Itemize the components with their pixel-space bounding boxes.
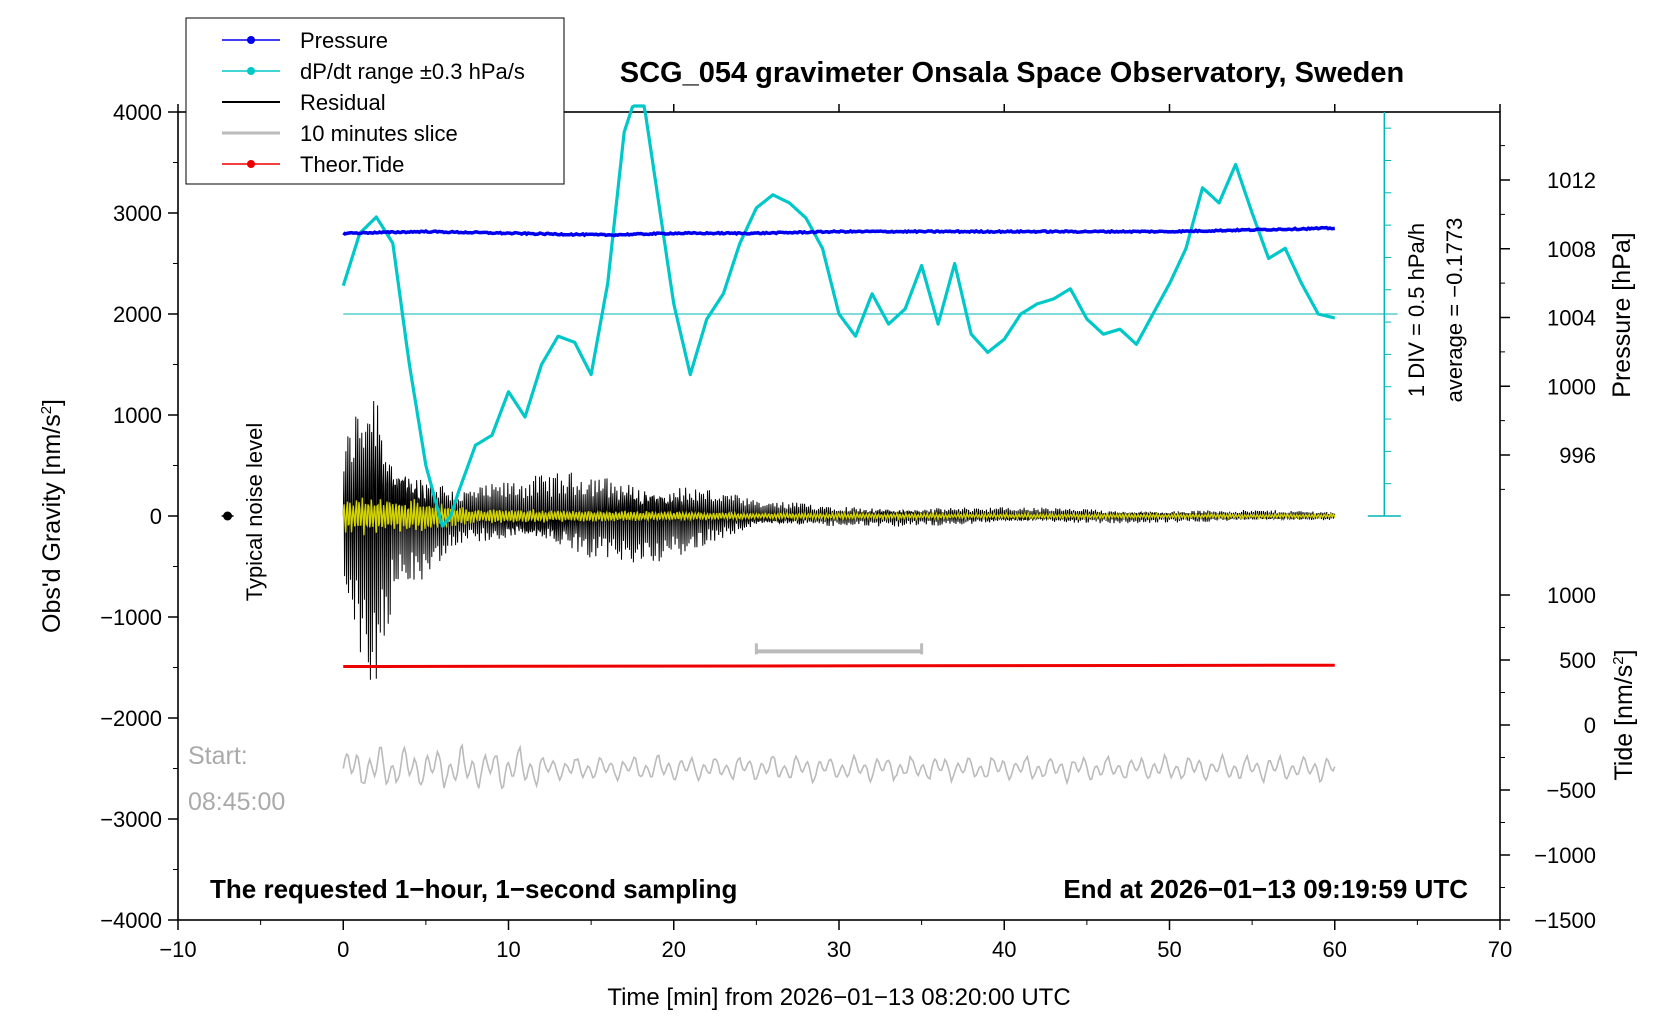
y-tick-label: 4000 bbox=[113, 100, 162, 125]
tide-tick-label: 500 bbox=[1559, 648, 1596, 673]
tide-axis-ticks: 1000 500 0 −500 −1000 −1500 bbox=[1500, 583, 1596, 933]
legend-label-tide: Theor.Tide bbox=[300, 152, 404, 177]
noise-level-point bbox=[223, 511, 233, 521]
theoretical-tide-line bbox=[343, 663, 1335, 668]
tide-axis-label: Tide [nm/s2] bbox=[1610, 649, 1638, 780]
y-tick-label: 3000 bbox=[113, 201, 162, 226]
sampling-note: The requested 1−hour, 1−second sampling bbox=[210, 874, 737, 904]
x-tick-label: 10 bbox=[496, 937, 520, 962]
dpdt-line bbox=[341, 104, 1336, 528]
y-tick-label: −3000 bbox=[100, 807, 162, 832]
tide-tick-label: 0 bbox=[1584, 713, 1596, 738]
tide-tick-label: −1000 bbox=[1534, 843, 1596, 868]
x-tick-label: 70 bbox=[1488, 937, 1512, 962]
pressure-axis-ticks: 1012 1008 1004 1000 996 bbox=[1500, 145, 1596, 490]
chart-title: SCG_054 gravimeter Onsala Space Observat… bbox=[620, 57, 1404, 89]
residual-filtered-line bbox=[342, 497, 1336, 536]
start-time-label: 08:45:00 bbox=[188, 788, 285, 816]
pressure-tick-label: 1004 bbox=[1547, 306, 1596, 331]
x-tick-label: 50 bbox=[1157, 937, 1181, 962]
y-axis-ticks-left: 4000 3000 2000 1000 0 −1000 −2000 −3000 −4000 bbox=[100, 100, 178, 933]
x-tick-label: 20 bbox=[662, 937, 686, 962]
y-axis-label-left-sup: 2 bbox=[38, 406, 55, 414]
legend-marker-dpdt bbox=[247, 67, 255, 75]
pressure-tick-label: 1008 bbox=[1547, 237, 1596, 262]
tide-axis-label-sup: 2 bbox=[1610, 656, 1627, 664]
residual-line bbox=[342, 400, 1336, 680]
y-tick-label: −4000 bbox=[100, 908, 162, 933]
x-axis-label: Time [min] from 2026−01−13 08:20:00 UTC bbox=[607, 984, 1070, 1011]
x-tick-label: −10 bbox=[159, 937, 196, 962]
pressure-axis-label: Pressure [hPa] bbox=[1608, 232, 1636, 397]
x-tick-label: 40 bbox=[992, 937, 1016, 962]
y-axis-label-left: Obs'd Gravity [nm/s2] bbox=[38, 399, 66, 633]
pressure-tick-label: 1000 bbox=[1547, 374, 1596, 399]
y-axis-label-left-end: ] bbox=[38, 399, 66, 406]
tide-tick-label: 1000 bbox=[1547, 583, 1596, 608]
end-time-note: End at 2026−01−13 09:19:59 UTC bbox=[1063, 874, 1468, 904]
tide-axis-label-end: ] bbox=[1610, 649, 1638, 656]
x-tick-label: 30 bbox=[827, 937, 851, 962]
legend-label-slice: 10 minutes slice bbox=[300, 121, 458, 146]
x-axis-ticks: −10 0 10 20 30 40 50 60 70 bbox=[159, 104, 1512, 962]
legend-label-pressure: Pressure bbox=[300, 28, 388, 53]
pressure-tick-label: 1012 bbox=[1547, 168, 1596, 193]
legend: Pressure dP/dt range ±0.3 hPa/s Residual… bbox=[185, 17, 565, 185]
y-tick-label: 1000 bbox=[113, 403, 162, 428]
tide-axis-label-main: Tide [nm/s bbox=[1610, 665, 1638, 781]
ten-minute-slice-line bbox=[342, 743, 1336, 790]
x-tick-label: 60 bbox=[1323, 937, 1347, 962]
y-tick-label: 2000 bbox=[113, 302, 162, 327]
tide-tick-label: −1500 bbox=[1534, 908, 1596, 933]
start-label: Start: bbox=[188, 742, 248, 770]
noise-level-label: Typical noise level bbox=[242, 423, 267, 602]
legend-marker-pressure bbox=[247, 36, 255, 44]
legend-marker-tide bbox=[247, 160, 255, 168]
dpdt-div-label: 1 DIV = 0.5 hPa/h bbox=[1404, 223, 1429, 397]
dpdt-average-label: average = −0.1773 bbox=[1442, 218, 1467, 403]
pressure-line bbox=[342, 225, 1336, 238]
legend-label-dpdt: dP/dt range ±0.3 hPa/s bbox=[300, 59, 525, 84]
y-tick-label: 0 bbox=[150, 504, 162, 529]
y-tick-label: −2000 bbox=[100, 706, 162, 731]
y-axis-label-left-main: Obs'd Gravity [nm/s bbox=[38, 414, 66, 633]
x-tick-label: 0 bbox=[337, 937, 349, 962]
y-tick-label: −1000 bbox=[100, 605, 162, 630]
dpdt-reference-scale bbox=[343, 112, 1401, 517]
pressure-tick-label: 996 bbox=[1559, 443, 1596, 468]
tide-tick-label: −500 bbox=[1546, 778, 1596, 803]
legend-label-residual: Residual bbox=[300, 90, 386, 115]
series-layer bbox=[221, 104, 1336, 790]
